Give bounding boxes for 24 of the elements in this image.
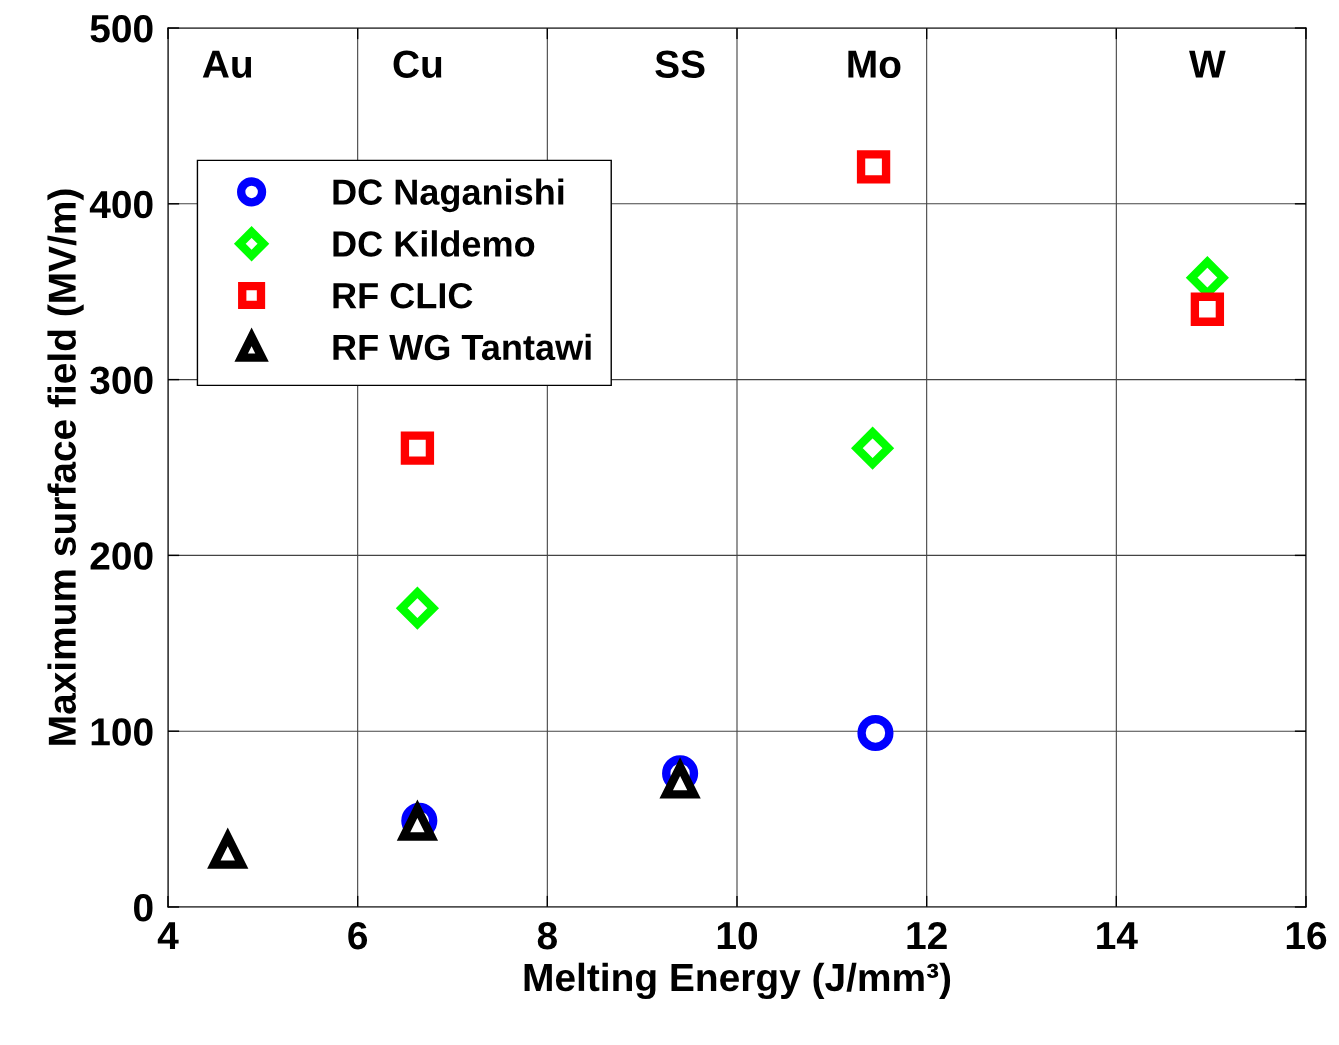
y-tick-label: 400 — [89, 190, 153, 219]
annotation: Au — [202, 50, 252, 78]
y-tick-label: 300 — [90, 366, 153, 395]
x-tick-label: 14 — [1097, 922, 1138, 950]
y-tick-label: 200 — [90, 542, 153, 570]
x-tick-label: 16 — [1286, 921, 1327, 950]
x-axis-title: Melting Energy (J/mm³) — [524, 962, 951, 1000]
y-tick-label: 100 — [91, 718, 153, 746]
annotation: SS — [655, 50, 705, 78]
legend-label: DC Kildemo — [333, 230, 535, 257]
legend-label: DC Naganishi — [333, 178, 564, 213]
y-axis-title: Maximum surface field (MV/m) — [47, 189, 84, 745]
x-tick-label: 4 — [157, 922, 179, 950]
annotation: W — [1189, 50, 1226, 78]
legend-label: RF WG Tantawi — [333, 333, 591, 361]
annotation: Cu — [393, 50, 442, 78]
x-tick-label: 12 — [907, 921, 947, 950]
annotation: Mo — [848, 50, 901, 78]
x-tick-label: 6 — [348, 921, 368, 950]
y-tick-label: 500 — [90, 14, 153, 43]
y-tick-label: 0 — [134, 893, 153, 922]
legend-label: RF CLIC — [333, 282, 473, 309]
x-tick-label: 8 — [537, 921, 557, 950]
x-tick-label: 10 — [717, 921, 758, 950]
